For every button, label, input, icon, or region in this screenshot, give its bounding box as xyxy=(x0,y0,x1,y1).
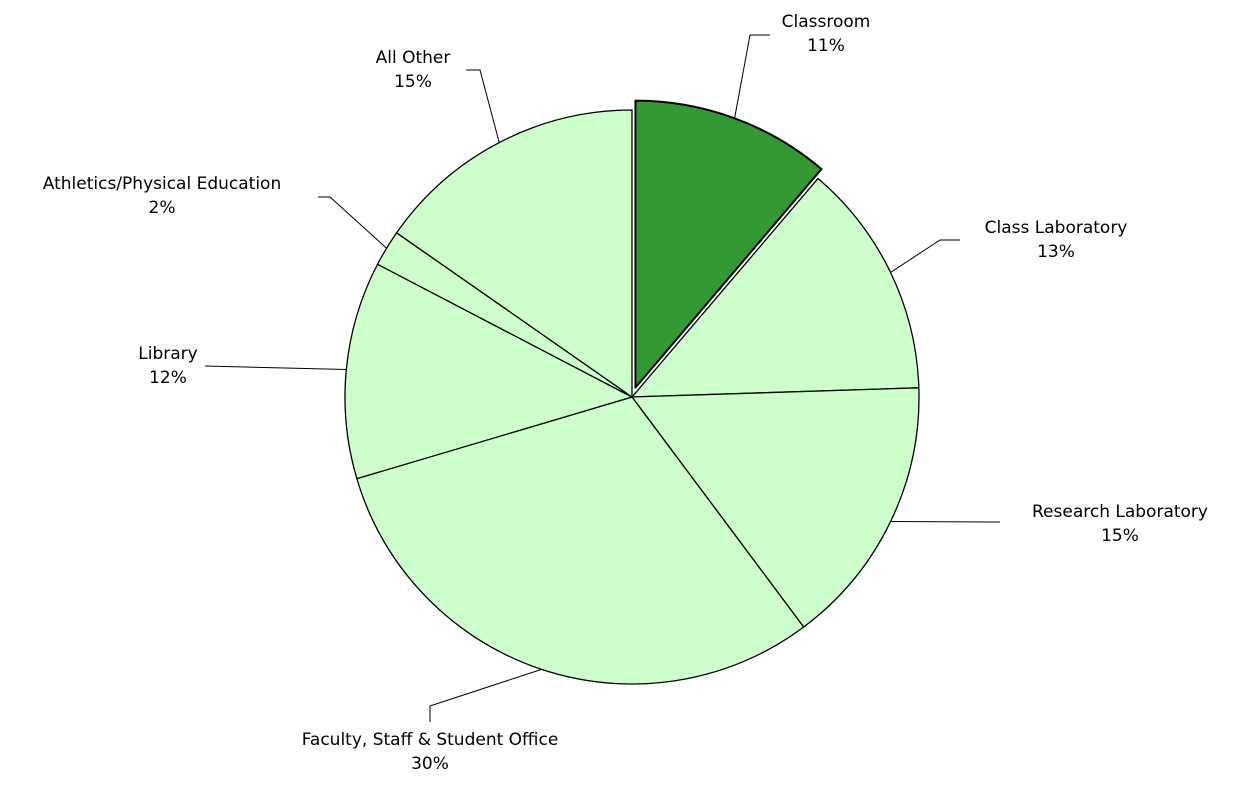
slice-label: Library 12% xyxy=(138,342,197,390)
leader-line xyxy=(466,69,500,143)
pie-slice xyxy=(395,109,633,398)
value-label: 11% xyxy=(807,36,845,56)
value-label: 15% xyxy=(1101,526,1139,546)
slice-label: Athletics/Physical Education 2% xyxy=(43,172,281,220)
category-name: All Other xyxy=(375,48,451,68)
category-name: Class Laboratory xyxy=(984,218,1128,238)
category-name: Library xyxy=(138,344,198,364)
slice-label: Classroom 11% xyxy=(782,10,871,58)
value-label: 13% xyxy=(1037,242,1075,262)
value-label: 15% xyxy=(394,72,432,92)
value-label: 12% xyxy=(149,368,187,388)
category-name: Classroom xyxy=(781,12,871,32)
slice-label: Class Laboratory 13% xyxy=(985,216,1128,264)
slice-label: All Other 15% xyxy=(376,46,451,94)
pie-slice xyxy=(634,99,823,389)
slice-label: Research Laboratory 15% xyxy=(1032,500,1208,548)
category-name: Research Laboratory xyxy=(1032,502,1208,522)
leader-line xyxy=(204,365,347,370)
value-label: 2% xyxy=(148,198,176,218)
leader-line xyxy=(318,196,387,249)
leader-line xyxy=(429,668,542,722)
category-name: Athletics/Physical Education xyxy=(42,174,282,194)
category-name: Faculty, Staff & Student Office xyxy=(301,730,559,750)
leader-line xyxy=(734,34,770,119)
slice-label: Faculty, Staff & Student Office 30% xyxy=(299,728,561,776)
value-label: 30% xyxy=(411,754,449,774)
pie-slice xyxy=(631,177,920,398)
leader-line xyxy=(890,239,960,273)
